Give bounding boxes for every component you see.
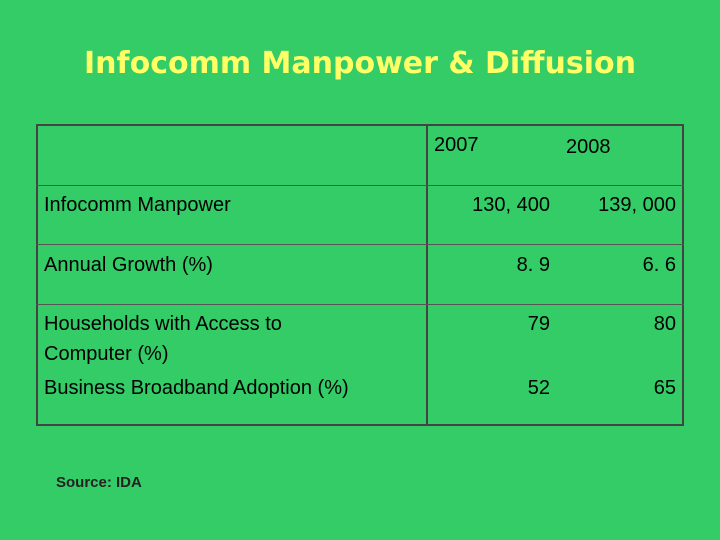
source-note: Source: IDA	[56, 474, 142, 491]
row-label-growth: Annual Growth (%)	[44, 254, 213, 276]
cell-broadband-2007: 52	[527, 377, 550, 399]
cell-households-2008: 80	[653, 313, 676, 335]
header-2008: 2008	[566, 136, 611, 158]
slide-title: Infocomm Manpower & Diffusion	[84, 46, 636, 81]
row-label-manpower: Infocomm Manpower	[44, 194, 231, 216]
cell-growth-2008: 6. 6	[642, 254, 676, 276]
cell-manpower-2008: 139, 000	[598, 194, 676, 216]
cell-growth-2007: 8. 9	[516, 254, 550, 276]
header-2007: 2007	[434, 134, 479, 156]
row-label-broadband: Business Broadband Adoption (%)	[44, 377, 349, 399]
row-label-households: Households with Access to Computer (%)	[44, 313, 282, 365]
row-divider	[36, 244, 684, 245]
column-divider	[426, 124, 428, 426]
cell-broadband-2008: 65	[653, 377, 676, 399]
row-divider	[36, 304, 684, 305]
cell-manpower-2007: 130, 400	[472, 194, 550, 216]
data-table	[36, 124, 684, 426]
row-divider	[36, 185, 684, 186]
cell-households-2007: 79	[527, 313, 550, 335]
